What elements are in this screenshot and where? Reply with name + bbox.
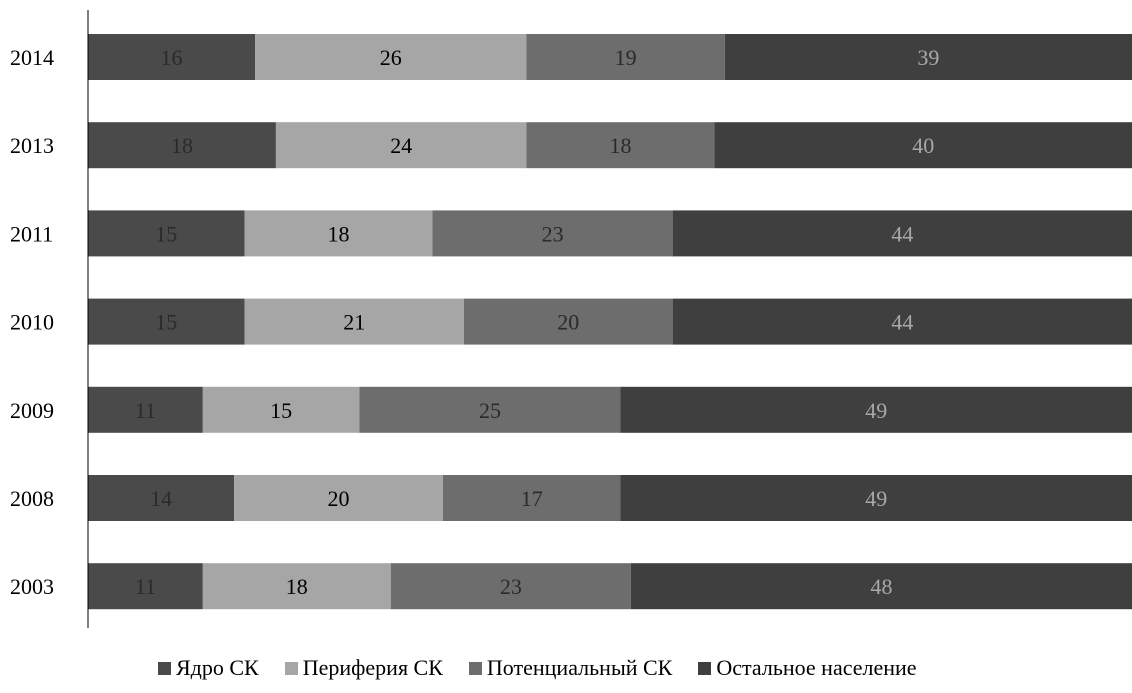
data-label: 14: [150, 486, 172, 511]
category-label: 2011: [10, 221, 53, 246]
legend-swatch: [698, 661, 712, 675]
bar-segment: [620, 475, 1132, 521]
data-label: 19: [615, 45, 637, 70]
data-label: 49: [865, 486, 887, 511]
data-label: 44: [891, 310, 913, 335]
bar-segment: [630, 563, 1132, 610]
data-label: 21: [343, 310, 365, 335]
data-label: 25: [479, 398, 501, 423]
category-label: 2014: [10, 45, 54, 70]
bar-segment: [202, 386, 360, 433]
bar-segment: [244, 298, 464, 345]
legend-label: Периферия СК: [302, 655, 443, 680]
legend-item: Периферия СК: [284, 655, 443, 681]
bar-segment: [620, 386, 1132, 433]
bar-segment: [390, 563, 631, 610]
data-label: 18: [328, 221, 350, 246]
bar-segment: [714, 122, 1132, 169]
bar-segment: [526, 122, 715, 169]
value-labels-group: 16 26 19 39 18 24 18 40 15 18 23 44 15 21 20 44 11 15 25 49…: [135, 45, 940, 599]
legend-label: Потенциальный СК: [486, 655, 673, 680]
legend-item: Остальное население: [698, 655, 917, 681]
legend-swatch: [284, 661, 298, 675]
bar-segment: [432, 210, 673, 257]
data-label: 23: [500, 574, 522, 599]
data-label: 11: [135, 398, 156, 423]
data-label: 23: [542, 221, 564, 246]
bar-segment: [724, 34, 1132, 80]
data-label: 15: [270, 398, 292, 423]
legend-item: Потенциальный СК: [468, 655, 673, 681]
legend-label: Ядро СК: [176, 655, 259, 680]
data-label: 20: [557, 310, 579, 335]
data-label: 16: [161, 45, 183, 70]
category-label: 2008: [10, 486, 54, 511]
legend: Ядро СК Периферия СК Потенциальный СК Остал…: [0, 648, 1132, 688]
data-label: 40: [912, 133, 934, 158]
bar-segment: [463, 298, 673, 345]
bar-segment: [526, 34, 725, 80]
data-label: 26: [380, 45, 402, 70]
legend-swatch: [158, 661, 171, 675]
bar-segment: [359, 386, 621, 433]
bar-segment: [275, 122, 527, 169]
data-label: 18: [171, 133, 193, 158]
bar-segment: [88, 298, 245, 345]
bars-group: [88, 34, 1132, 610]
data-label: 39: [917, 45, 939, 70]
data-label: 15: [155, 221, 177, 246]
category-label: 2003: [10, 574, 54, 599]
data-label: 49: [865, 398, 887, 423]
data-label: 44: [891, 221, 913, 246]
data-label: 17: [521, 486, 543, 511]
bar-segment: [88, 34, 256, 80]
bar-segment: [442, 475, 621, 521]
bar-segment: [88, 386, 203, 433]
data-label: 18: [286, 574, 308, 599]
bar-segment: [88, 210, 245, 257]
bar-segment: [202, 563, 391, 610]
bar-segment: [255, 34, 527, 80]
category-labels-group: 2014 2013 2011 2010 2009 2008 2003: [10, 45, 54, 599]
bar-segment: [234, 475, 443, 521]
bar-segment: [88, 475, 235, 521]
bar-segment: [672, 210, 1132, 257]
data-label: 48: [870, 574, 892, 599]
data-label: 11: [135, 574, 156, 599]
bar-segment: [88, 563, 203, 610]
category-label: 2009: [10, 398, 54, 423]
data-label: 20: [328, 486, 350, 511]
bar-segment: [88, 122, 276, 169]
data-label: 15: [155, 310, 177, 335]
data-label: 24: [390, 133, 412, 158]
legend-label: Остальное население: [716, 655, 917, 680]
data-label: 18: [609, 133, 631, 158]
category-label: 2013: [10, 133, 54, 158]
bar-segment: [244, 210, 433, 257]
legend-swatch: [468, 661, 482, 675]
legend-item: Ядро СК: [158, 655, 259, 681]
bar-segment: [672, 298, 1132, 345]
category-label: 2010: [10, 310, 54, 335]
